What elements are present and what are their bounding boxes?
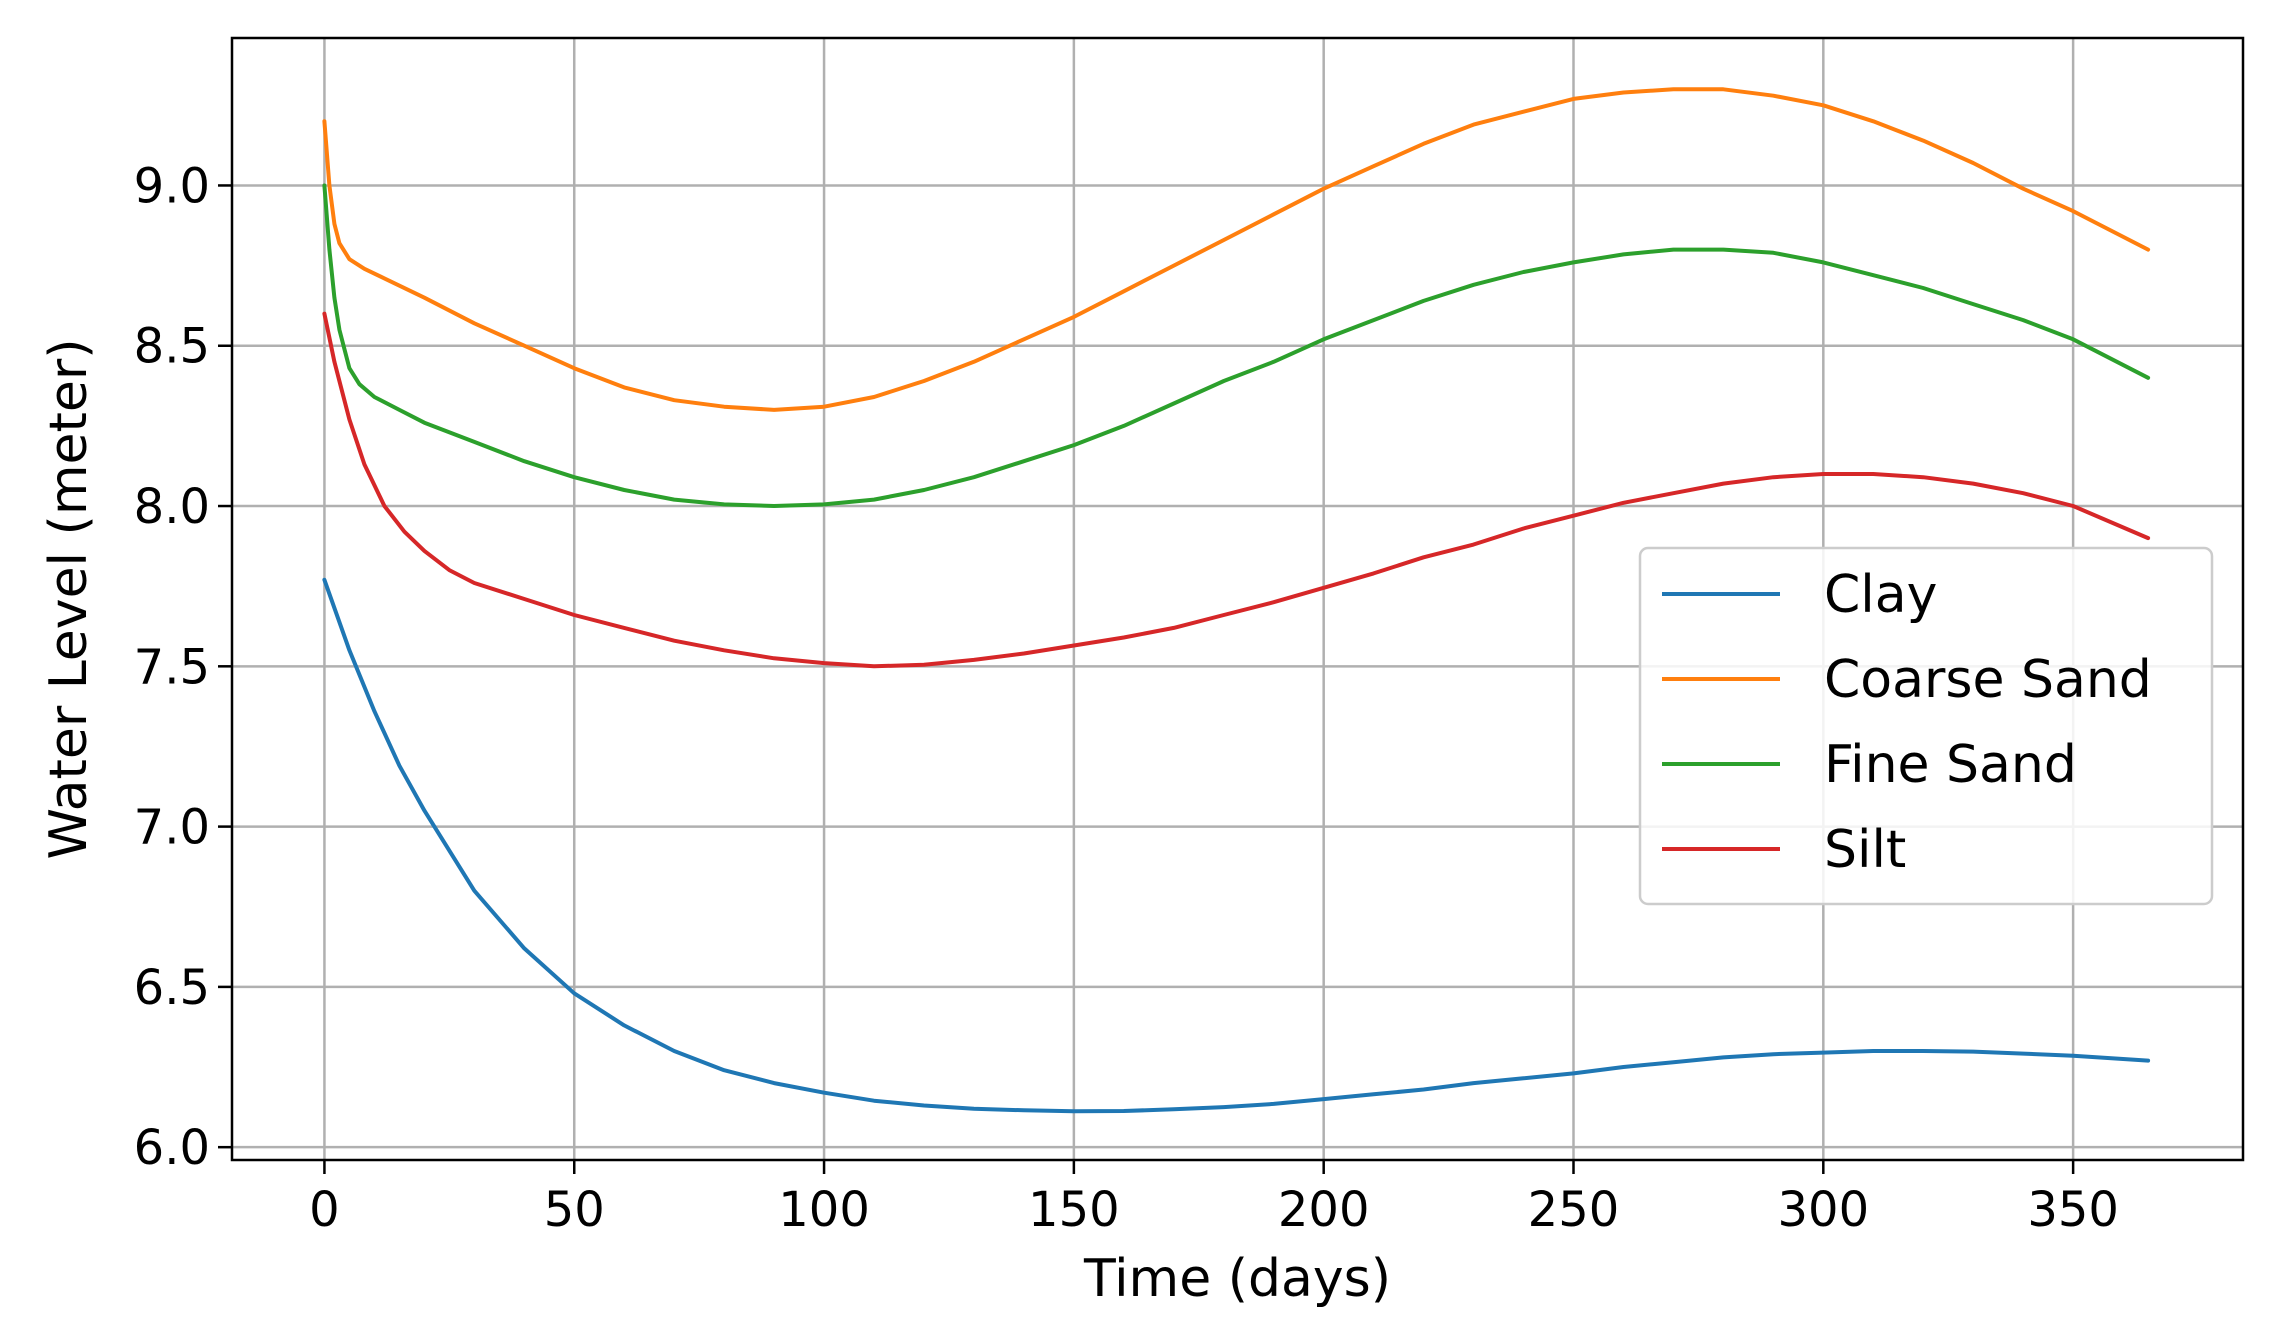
y-tick-label: 7.5 <box>134 639 210 695</box>
series-group <box>322 87 2151 1114</box>
x-tick-label: 100 <box>778 1182 870 1238</box>
legend-label: Fine Sand <box>1824 735 2077 795</box>
y-tick-label: 7.0 <box>134 800 210 856</box>
legend-label: Coarse Sand <box>1824 650 2152 710</box>
x-tick-label: 250 <box>1528 1182 1620 1238</box>
legend-box <box>1638 546 2214 906</box>
y-tick-label: 8.0 <box>134 479 210 535</box>
plot-frame <box>230 36 2245 1162</box>
series-line-silt <box>322 311 2151 669</box>
series-line-fine-sand <box>322 183 2151 508</box>
series-line-clay <box>322 577 2151 1114</box>
x-tick-label: 200 <box>1278 1182 1370 1238</box>
y-tick-label: 6.0 <box>134 1120 210 1176</box>
legend-label: Silt <box>1824 820 1906 880</box>
x-tick-label: 150 <box>1028 1182 1120 1238</box>
legend: Clay Coarse Sand Fine Sand Silt <box>1638 546 2214 906</box>
y-axis-label: Water Level (meter) <box>39 338 99 859</box>
x-axis-label: Time (days) <box>1083 1249 1391 1309</box>
x-tick-label: 350 <box>2027 1182 2119 1238</box>
y-tick-label: 6.5 <box>134 960 210 1016</box>
series-line-coarse-sand <box>322 87 2151 412</box>
x-tick-label: 0 <box>309 1182 340 1238</box>
x-tick-label: 300 <box>1778 1182 1870 1238</box>
legend-label: Clay <box>1824 565 1937 625</box>
ticks: 0 50 100 150 200 250 300 350 6.0 6.5 7.0 7.5 8.0 8.5 9… <box>134 158 2119 1238</box>
x-tick-label: 50 <box>544 1182 605 1238</box>
y-tick-label: 8.5 <box>134 319 210 375</box>
y-tick-label: 9.0 <box>134 158 210 214</box>
